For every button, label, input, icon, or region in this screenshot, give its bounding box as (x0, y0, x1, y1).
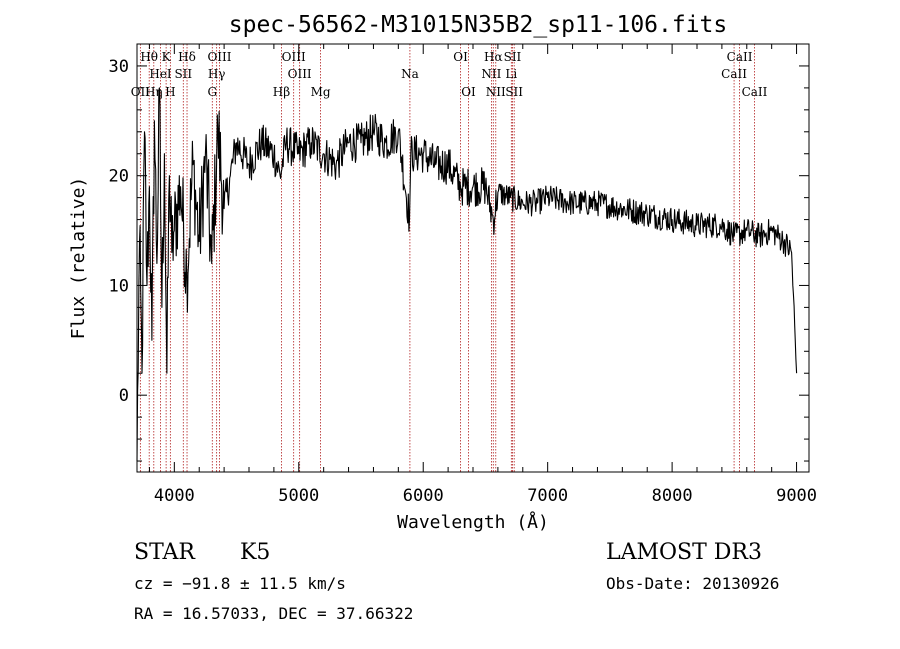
x-axis-ticks: 4000 5000 6000 7000 8000 9000 (148, 44, 817, 506)
sky-coordinates: RA = 16.57033, DEC = 37.66322 (134, 604, 414, 623)
y-axis-ticks: 0 10 20 30 (109, 43, 809, 462)
emission-line-label: Hγ (208, 67, 226, 81)
emission-line-label: K (162, 50, 172, 64)
emission-line-label: Hβ (273, 85, 290, 99)
x-tick-label: 4000 (154, 486, 195, 506)
emission-line-label: OIII (288, 67, 312, 81)
emission-line-label: SII (505, 85, 523, 99)
emission-line-label: OI (453, 50, 468, 64)
survey-name: LAMOST DR3 (606, 540, 762, 565)
object-class: STAR (134, 540, 195, 565)
plot-frame (136, 43, 810, 473)
emission-line-label: Na (401, 67, 419, 81)
observation-date: Obs-Date: 20130926 (606, 574, 780, 593)
emission-line-label: CaII (742, 85, 768, 99)
x-tick-label: 7000 (527, 486, 568, 506)
y-axis-label: Flux (relative) (68, 177, 89, 340)
emission-line-label: Hα (484, 50, 503, 64)
chart-title: spec-56562-M31015N35B2_sp11-106.fits (229, 12, 728, 38)
emission-line-label: SII (174, 67, 192, 81)
x-tick-label: 8000 (652, 486, 693, 506)
x-tick-label: 5000 (278, 486, 319, 506)
emission-line-label: SII (504, 50, 522, 64)
emission-line-label: H (165, 85, 175, 99)
emission-line-label: OI (461, 85, 476, 99)
emission-line-label: Hη (145, 85, 163, 99)
emission-line-label: CaII (721, 67, 747, 81)
emission-line-label: NII (481, 67, 501, 81)
emission-line-label: Hδ (178, 50, 196, 64)
emission-line-label: CaII (727, 50, 753, 64)
x-tick-label: 9000 (776, 486, 817, 506)
y-tick-label: 10 (109, 276, 129, 296)
y-tick-label: 0 (119, 386, 129, 406)
object-subclass: K5 (240, 540, 271, 565)
y-tick-label: 30 (109, 57, 129, 77)
emission-line-label: Li (505, 67, 517, 81)
emission-line-label: OIII (282, 50, 306, 64)
emission-line-label: Hθ (140, 50, 158, 64)
emission-line-label: HeI (149, 67, 172, 81)
emission-line-label: OIII (207, 50, 231, 64)
x-tick-label: 6000 (403, 486, 444, 506)
emission-line-label: Mg (311, 85, 331, 99)
y-tick-label: 20 (109, 167, 129, 187)
redshift-value: cz = −91.8 ± 11.5 km/s (134, 574, 346, 593)
emission-line-label: OII (131, 85, 151, 99)
emission-line-label: G (207, 85, 217, 99)
spectrum-series-line (136, 87, 798, 462)
x-axis-label: Wavelength (Å) (397, 511, 549, 533)
emission-line-markers (139, 44, 755, 472)
emission-line-label: NII (486, 85, 506, 99)
